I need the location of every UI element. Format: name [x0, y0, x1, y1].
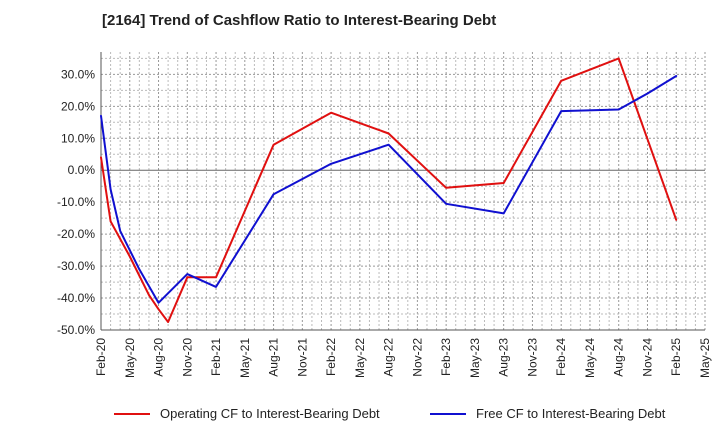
x-tick-label: May-25: [698, 338, 712, 378]
legend-swatch-free-cf: [430, 412, 466, 415]
y-tick-label: -10.0%: [57, 195, 95, 209]
legend-swatch-operating-cf: [114, 412, 150, 415]
x-tick-label: Feb-24: [554, 338, 568, 376]
x-tick-label: Feb-21: [209, 338, 223, 376]
x-tick-label: Nov-23: [525, 338, 539, 377]
x-tick-label: Nov-20: [180, 338, 194, 377]
x-tick-label: May-23: [468, 338, 482, 378]
x-tick-label: Nov-24: [640, 338, 654, 377]
x-tick-label: Feb-25: [669, 338, 683, 376]
x-tick-label: Aug-20: [152, 338, 166, 377]
y-tick-label: 20.0%: [61, 99, 95, 113]
x-tick-label: Feb-22: [324, 338, 338, 376]
legend: Operating CF to Interest-Bearing Debt Fr…: [0, 406, 720, 426]
series-lines: [100, 57, 678, 323]
y-tick-label: -50.0%: [57, 323, 95, 337]
y-tick-labels: 30.0% 20.0% 10.0% 0.0% -10.0% -20.0% -30.0% -40…: [57, 67, 95, 337]
series-line-operating-cf: [100, 57, 678, 323]
legend-item-free-cf: Free CF to Interest-Bearing Debt: [430, 406, 665, 421]
x-tick-label: Aug-22: [382, 338, 396, 377]
x-tick-label: Feb-20: [94, 338, 108, 376]
x-tick-label: Feb-23: [439, 338, 453, 376]
x-tick-label: Nov-21: [295, 338, 309, 377]
x-tick-labels: Feb-20 May-20 Aug-20 Nov-20 Feb-21 May-21 Aug-…: [94, 338, 712, 378]
series-line-free-cf: [100, 75, 678, 304]
x-tick-label: Aug-24: [612, 338, 626, 377]
y-tick-label: -30.0%: [57, 259, 95, 273]
grid-lines: [100, 52, 706, 331]
x-tick-label: Aug-21: [267, 338, 281, 377]
chart-title: [2164] Trend of Cashflow Ratio to Intere…: [102, 12, 497, 29]
y-tick-label: -20.0%: [57, 227, 95, 241]
y-tick-label: 30.0%: [61, 67, 95, 81]
axes: [100, 52, 705, 331]
y-tick-label: -40.0%: [57, 291, 95, 305]
x-tick-label: May-20: [123, 338, 137, 378]
y-tick-label: 10.0%: [61, 131, 95, 145]
x-tick-label: May-24: [583, 338, 597, 378]
x-tick-label: Aug-23: [497, 338, 511, 377]
legend-label-operating-cf: Operating CF to Interest-Bearing Debt: [160, 406, 380, 421]
legend-item-operating-cf: Operating CF to Interest-Bearing Debt: [114, 406, 380, 421]
x-tick-label: May-22: [353, 338, 367, 378]
y-tick-label: 0.0%: [68, 163, 96, 177]
legend-label-free-cf: Free CF to Interest-Bearing Debt: [476, 406, 666, 421]
x-tick-label: Nov-22: [410, 338, 424, 377]
line-chart: 30.0% 20.0% 10.0% 0.0% -10.0% -20.0% -30.0% -40…: [57, 52, 712, 378]
x-tick-label: May-21: [238, 338, 252, 378]
